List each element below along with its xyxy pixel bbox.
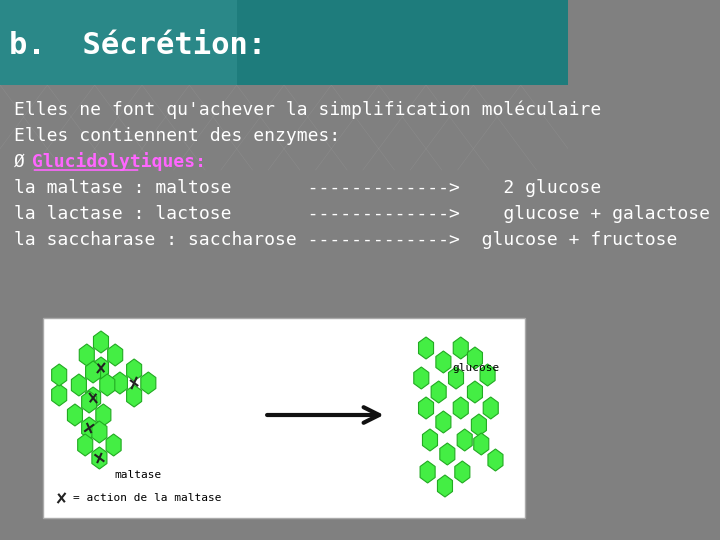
- Polygon shape: [449, 367, 464, 389]
- Polygon shape: [436, 351, 451, 373]
- Polygon shape: [438, 475, 452, 497]
- Polygon shape: [79, 344, 94, 366]
- Text: la saccharase : saccharose ------------->  glucose + fructose: la saccharase : saccharose -------------…: [14, 231, 678, 249]
- Polygon shape: [108, 344, 122, 366]
- Polygon shape: [440, 443, 455, 465]
- Polygon shape: [480, 364, 495, 386]
- Polygon shape: [127, 385, 142, 407]
- Polygon shape: [414, 367, 429, 389]
- Polygon shape: [472, 414, 487, 436]
- Polygon shape: [100, 374, 114, 396]
- Polygon shape: [141, 372, 156, 394]
- Polygon shape: [68, 404, 83, 426]
- Polygon shape: [52, 384, 67, 406]
- Text: = action de la maltase: = action de la maltase: [73, 493, 221, 503]
- Text: b.  Sécrétion:: b. Sécrétion:: [9, 30, 266, 59]
- Polygon shape: [488, 449, 503, 471]
- Bar: [43, 318, 525, 518]
- Polygon shape: [112, 372, 127, 394]
- Polygon shape: [127, 359, 142, 381]
- Polygon shape: [453, 397, 468, 419]
- Polygon shape: [86, 387, 101, 409]
- Polygon shape: [78, 434, 93, 456]
- Polygon shape: [96, 404, 111, 426]
- Polygon shape: [52, 364, 67, 386]
- Polygon shape: [71, 374, 86, 396]
- Polygon shape: [455, 461, 470, 483]
- Polygon shape: [94, 331, 109, 353]
- Text: maltase: maltase: [114, 470, 162, 480]
- Polygon shape: [418, 337, 433, 359]
- Polygon shape: [94, 357, 109, 379]
- Text: Elles contiennent des enzymes:: Elles contiennent des enzymes:: [14, 127, 341, 145]
- Polygon shape: [86, 361, 101, 383]
- Polygon shape: [483, 397, 498, 419]
- Polygon shape: [81, 391, 96, 413]
- Polygon shape: [467, 347, 482, 369]
- Text: la lactase : lactose       ------------->    glucose + galactose: la lactase : lactose -------------> gluc…: [14, 205, 710, 223]
- Polygon shape: [457, 429, 472, 451]
- Polygon shape: [467, 381, 482, 403]
- Text: glucose: glucose: [453, 363, 500, 373]
- Polygon shape: [420, 461, 435, 483]
- Polygon shape: [453, 337, 468, 359]
- Polygon shape: [436, 411, 451, 433]
- Text: Glucidolytiques:: Glucidolytiques:: [32, 152, 205, 172]
- Polygon shape: [418, 397, 433, 419]
- Polygon shape: [474, 433, 489, 455]
- Polygon shape: [81, 417, 96, 439]
- Bar: [0, 0, 568, 85]
- Text: la maltase : maltose       ------------->    2 glucose: la maltase : maltose -------------> 2 gl…: [14, 179, 601, 197]
- Polygon shape: [92, 421, 107, 443]
- Polygon shape: [423, 429, 438, 451]
- Polygon shape: [431, 381, 446, 403]
- Polygon shape: [92, 447, 107, 469]
- Polygon shape: [106, 434, 121, 456]
- Bar: [237, 0, 568, 85]
- Text: Ø: Ø: [14, 153, 47, 171]
- Text: Elles ne font qu'achever la simplification moléculaire: Elles ne font qu'achever la simplificati…: [14, 101, 601, 119]
